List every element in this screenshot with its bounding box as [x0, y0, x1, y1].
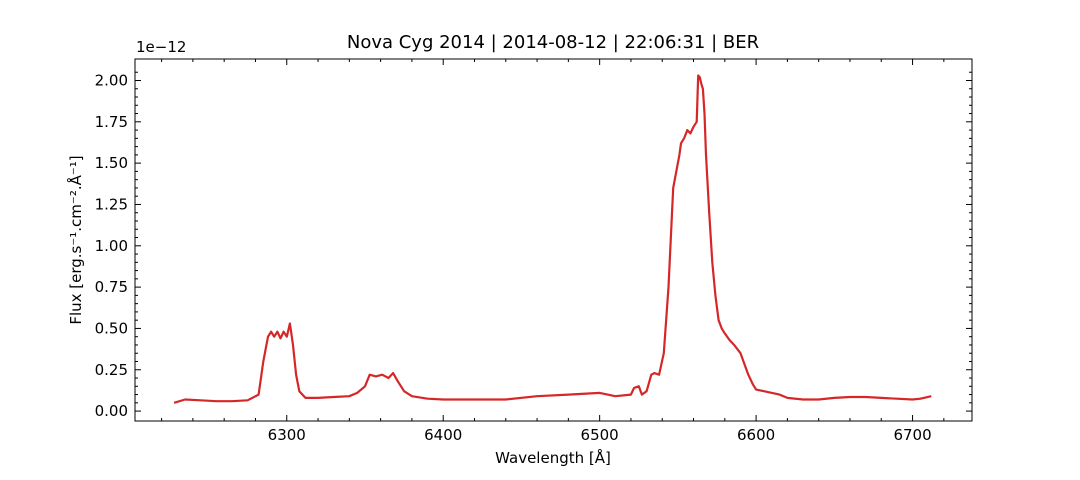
- y-tick-label: 0.50: [95, 319, 128, 337]
- y-offset-label: 1e−12: [136, 38, 186, 56]
- y-tick-label: 1.00: [95, 237, 128, 255]
- y-tick-label: 0.25: [95, 361, 128, 379]
- series-layer: [173, 74, 932, 404]
- x-tick-label: 6700: [893, 426, 931, 444]
- y-tick-label: 2.00: [95, 71, 128, 89]
- x-tick-label: 6300: [268, 426, 306, 444]
- y-axis-ticks: 0.00 0.25 0.50 0.75 1.00 1.25 1.50 1.75 2.00: [95, 71, 972, 420]
- y-tick-label: 1.75: [95, 113, 128, 131]
- chart-title: Nova Cyg 2014 | 2014-08-12 | 22:06:31 | …: [347, 32, 759, 53]
- y-tick-label: 0.00: [95, 402, 128, 420]
- x-tick-label: 6500: [581, 426, 619, 444]
- y-tick-label: 1.25: [95, 195, 128, 213]
- plot-area-frame: [134, 58, 973, 422]
- y-tick-label: 0.75: [95, 278, 128, 296]
- series-line-0: [173, 74, 932, 404]
- x-tick-label: 6600: [737, 426, 775, 444]
- x-tick-label: 6400: [424, 426, 462, 444]
- y-tick-label: 1.50: [95, 154, 128, 172]
- y-axis-label: Flux [erg.s⁻¹.cm⁻².Å⁻¹]: [66, 155, 85, 324]
- x-axis-ticks: 6300 6400 6500 6600 6700: [161, 59, 945, 444]
- x-axis-label: Wavelength [Å]: [495, 448, 611, 467]
